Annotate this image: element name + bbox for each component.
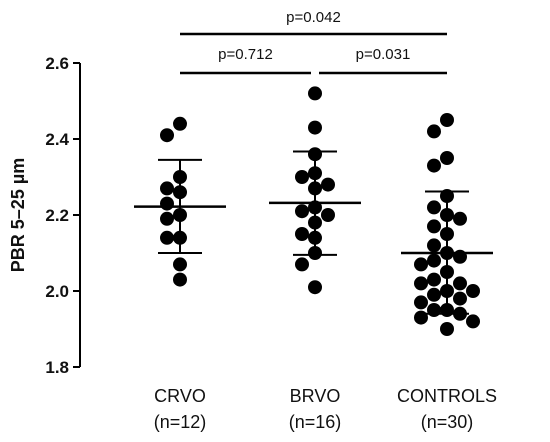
category-count-label: (n=16) bbox=[289, 412, 342, 432]
data-point bbox=[308, 280, 322, 295]
data-point bbox=[427, 238, 441, 253]
data-point bbox=[173, 116, 187, 131]
category-count-label: (n=12) bbox=[154, 412, 207, 432]
data-point bbox=[466, 284, 480, 298]
data-point bbox=[453, 291, 467, 306]
significance-brackets: p=0.042 p=0.712 p=0.031 bbox=[180, 9, 447, 75]
data-point bbox=[321, 208, 335, 222]
p-value-label: p=0.042 bbox=[286, 9, 341, 26]
data-point bbox=[427, 124, 441, 139]
p-value-label: p=0.031 bbox=[356, 46, 411, 63]
data-point bbox=[295, 227, 309, 241]
data-point bbox=[160, 211, 174, 226]
data-point bbox=[427, 272, 441, 287]
data-points bbox=[160, 86, 480, 336]
mean-sd-bars bbox=[134, 150, 493, 315]
y-axis-label: PBR 5–25 µm bbox=[8, 158, 28, 272]
data-point bbox=[427, 287, 441, 302]
x-axis-category-labels: CRVO (n=12) BRVO (n=16) CONTROLS (n=30) bbox=[154, 386, 497, 432]
data-point bbox=[427, 253, 441, 268]
data-point bbox=[427, 219, 441, 234]
data-point bbox=[160, 196, 174, 211]
y-tick-label: 2.4 bbox=[45, 130, 69, 149]
data-point bbox=[414, 310, 428, 325]
data-point bbox=[308, 86, 322, 101]
y-axis: 1.8 2.0 2.2 2.4 2.6 bbox=[45, 54, 81, 377]
p-value-label: p=0.712 bbox=[218, 46, 273, 63]
data-point bbox=[160, 128, 174, 143]
y-tick-label: 2.0 bbox=[45, 282, 69, 301]
data-point bbox=[173, 257, 187, 272]
data-point bbox=[453, 276, 467, 291]
data-point bbox=[321, 177, 335, 192]
category-label: CONTROLS bbox=[397, 386, 497, 406]
data-point bbox=[173, 272, 187, 287]
y-tick-label: 2.6 bbox=[45, 54, 69, 73]
data-point bbox=[427, 200, 441, 215]
data-point bbox=[453, 211, 467, 226]
data-point bbox=[295, 170, 309, 184]
data-point bbox=[440, 113, 454, 127]
category-label: CRVO bbox=[154, 386, 206, 406]
category-count-label: (n=30) bbox=[421, 412, 474, 432]
data-point bbox=[295, 257, 309, 272]
data-point bbox=[160, 230, 174, 245]
data-point bbox=[295, 204, 309, 219]
data-point bbox=[160, 181, 174, 196]
y-tick-label: 1.8 bbox=[45, 358, 69, 377]
data-point bbox=[427, 303, 441, 317]
data-point bbox=[414, 295, 428, 310]
data-point bbox=[466, 314, 480, 329]
data-point bbox=[427, 158, 441, 173]
data-point bbox=[414, 276, 428, 291]
y-tick-label: 2.2 bbox=[45, 206, 69, 225]
category-label: BRVO bbox=[290, 386, 341, 406]
data-point bbox=[414, 257, 428, 272]
data-point bbox=[308, 120, 322, 135]
data-point bbox=[440, 322, 454, 336]
data-point bbox=[440, 151, 454, 165]
